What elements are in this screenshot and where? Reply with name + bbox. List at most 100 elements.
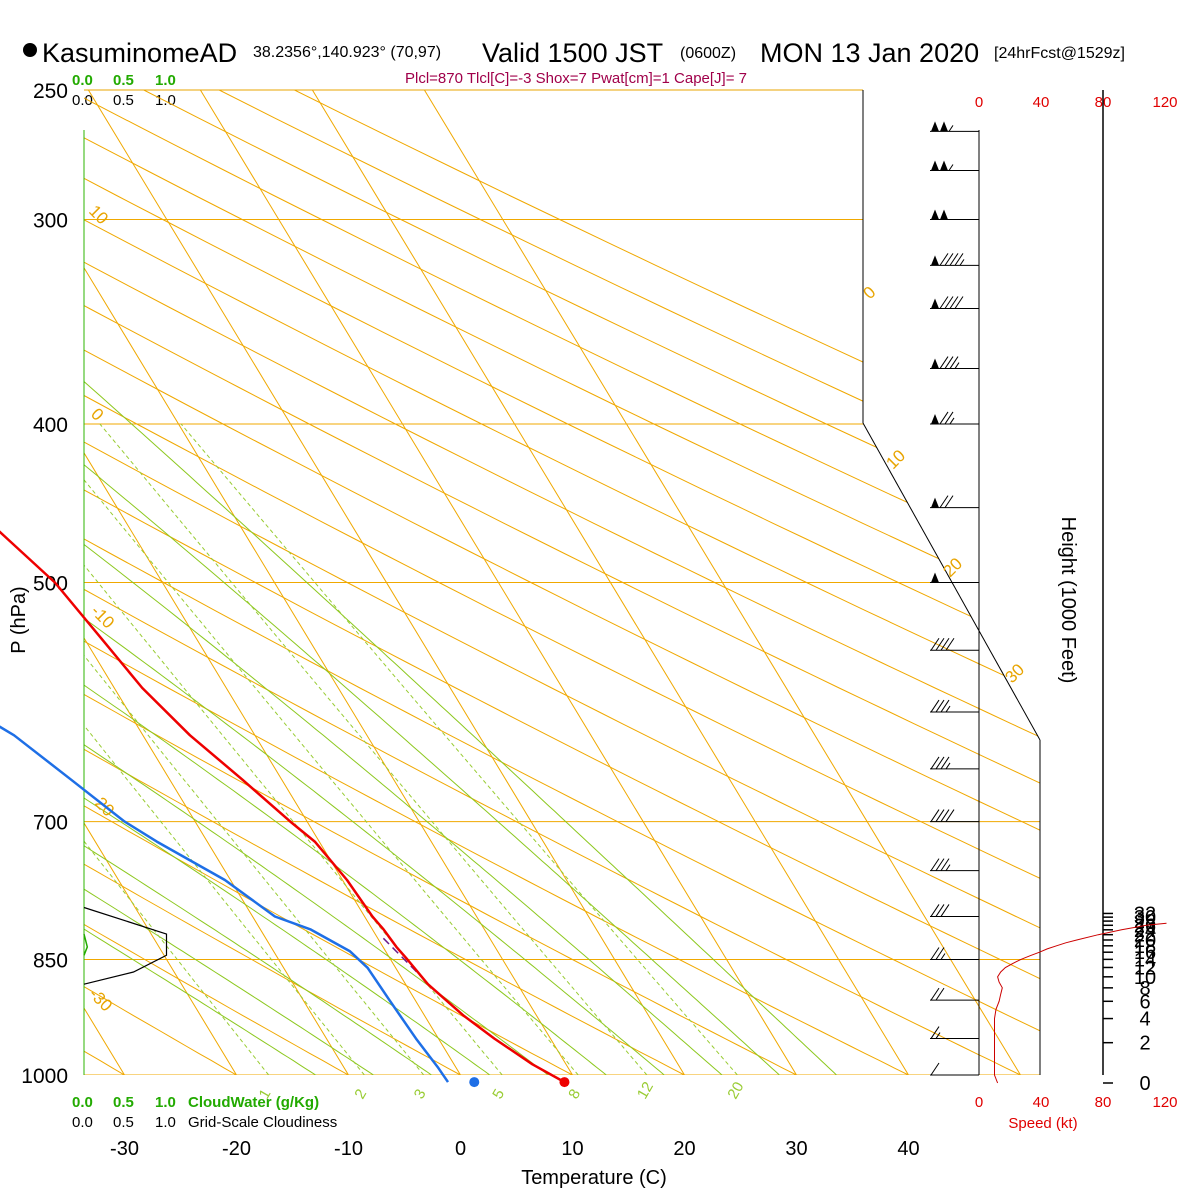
dry-adiabat-line: [84, 90, 866, 1075]
wind-barb-flag: [935, 947, 945, 960]
moist-adiabat-line: [84, 90, 818, 1075]
dry-adiabat-line: [143, 90, 1040, 1075]
height-tick-label: 12: [1134, 957, 1156, 979]
temperature-line: [0, 530, 566, 1084]
mixing-ratio-line: [84, 423, 365, 1075]
wind-barb-flag: [939, 296, 949, 309]
wind-barb-half: [935, 1032, 941, 1039]
wind-barb-flag: [945, 809, 955, 822]
dry-adiabat-line: [84, 90, 1040, 1075]
wind-barb-half: [948, 164, 954, 171]
wind-barb-flag: [944, 253, 954, 266]
wind-barb-flag: [949, 356, 959, 369]
wind-barb-flag: [935, 699, 945, 713]
dry-adiabat-line: [218, 90, 1040, 1075]
cloud-bottom-scale-1: 0.5: [113, 1094, 134, 1111]
cloud-top-scale-1: 0.5: [113, 72, 134, 89]
x-tick-label: 10: [561, 1138, 583, 1160]
dry-adiabat-line: [84, 90, 298, 1075]
x-tick-label: 30: [785, 1138, 807, 1160]
wind-barb-flag: [935, 858, 945, 871]
speed-top-tick-0: 0: [975, 94, 983, 111]
height-tick-label: 16: [1134, 942, 1156, 964]
wind-barb-half: [948, 125, 954, 132]
dewpoint-line: [0, 725, 450, 1083]
isotherm-label: 10: [85, 201, 112, 228]
cloud-bottom-scale-2: 1.0: [155, 1094, 176, 1111]
isotherm-line: [84, 90, 461, 1075]
isotherm-label: -30: [85, 984, 116, 1015]
wind-barb-flag: [930, 809, 940, 822]
cloudiness-top-scale-1: 0.5: [113, 92, 134, 109]
mixing-ratio-label: 20: [724, 1079, 747, 1102]
speed-bottom-tick-120: 120: [1152, 1094, 1177, 1111]
dry-adiabat-line: [84, 90, 1040, 1075]
wind-barb-half: [940, 953, 946, 960]
zulu-time: (0600Z): [680, 45, 736, 62]
height-tick-label: 28: [1134, 911, 1156, 933]
wind-barb-flag: [949, 296, 959, 309]
pressure-tick-label: 700: [33, 812, 68, 835]
wind-barb-pennant: [931, 298, 939, 309]
speed-bottom-tick-80: 80: [1095, 1094, 1112, 1111]
wind-barb-flag: [935, 637, 945, 651]
wind-barb-flag: [939, 411, 949, 425]
wind-barb-pennant: [940, 121, 948, 132]
wind-barb-flag: [940, 858, 950, 871]
isotherm-line: [199, 90, 797, 1075]
speed-top-tick-120: 120: [1152, 94, 1177, 111]
wind-barb-pennant: [931, 209, 939, 220]
sounding-params: Plcl=870 Tlcl[C]=-3 Shox=7 Pwat[cm]=1 Ca…: [405, 70, 747, 87]
dry-adiabat-line: [84, 90, 752, 1075]
wind-barb-flag: [930, 904, 940, 917]
x-tick-label: 20: [673, 1138, 695, 1160]
wind-barb-flag: [940, 904, 950, 917]
dry-adiabat-line: [84, 90, 1040, 1075]
x-tick-label: 0: [455, 1138, 466, 1160]
wind-barb-half: [945, 705, 951, 713]
height-tick-label: 18: [1134, 936, 1156, 958]
speed-top-tick-40: 40: [1033, 94, 1050, 111]
pressure-tick-label: 850: [33, 950, 68, 973]
wind-barb-flag: [935, 904, 945, 917]
height-tick-label: 26: [1134, 915, 1156, 937]
height-tick-label: 2: [1139, 1033, 1150, 1055]
wind-barb-flag: [940, 637, 950, 651]
wind-barb-flag: [939, 253, 949, 266]
isotherm-line: [84, 90, 237, 1075]
height-tick-label: 30: [1134, 907, 1156, 929]
cloudiness-bottom-scale-0: 0.0: [72, 1114, 93, 1131]
wind-barb-flag: [940, 809, 950, 822]
wind-barb-pennant: [931, 255, 939, 266]
cloudiness-top-scale-0: 0.0: [72, 92, 93, 109]
wind-barb-half: [949, 417, 955, 425]
pressure-tick-label: 500: [33, 573, 68, 596]
height-tick-label: 4: [1139, 1009, 1150, 1031]
x-tick-label: 40: [897, 1138, 919, 1160]
wind-barb-half: [954, 362, 960, 369]
x-tick-label: -10: [334, 1138, 363, 1160]
wind-barb-pennant: [931, 497, 939, 508]
dry-adiabat-line: [84, 90, 639, 1075]
wind-barb-pennant: [931, 572, 939, 583]
cloudwater-label: CloudWater (g/Kg): [188, 1094, 319, 1111]
moist-adiabat-line: [84, 90, 426, 1075]
wind-barb-flag: [954, 296, 964, 309]
x-axis-title: Temperature (C): [521, 1167, 667, 1189]
forecast-info: [24hrFcst@1529z]: [994, 45, 1125, 62]
wind-barb-half: [945, 864, 951, 871]
isotherm-line: [423, 90, 1021, 1075]
dry-adiabat-line: [84, 90, 1040, 1075]
wind-barb-pennant: [931, 358, 939, 369]
isotherm-line: [84, 90, 349, 1075]
wind-barb-flag: [944, 356, 954, 369]
dry-adiabat-line: [84, 90, 1040, 1075]
height-tick-label: 0: [1139, 1073, 1150, 1095]
moist-adiabat-line: [84, 90, 594, 1075]
moist-adiabat-line: [84, 90, 370, 1075]
speed-bottom-tick-40: 40: [1033, 1094, 1050, 1111]
wind-barb-flag: [930, 1026, 940, 1039]
isotherm-line: [84, 90, 573, 1075]
